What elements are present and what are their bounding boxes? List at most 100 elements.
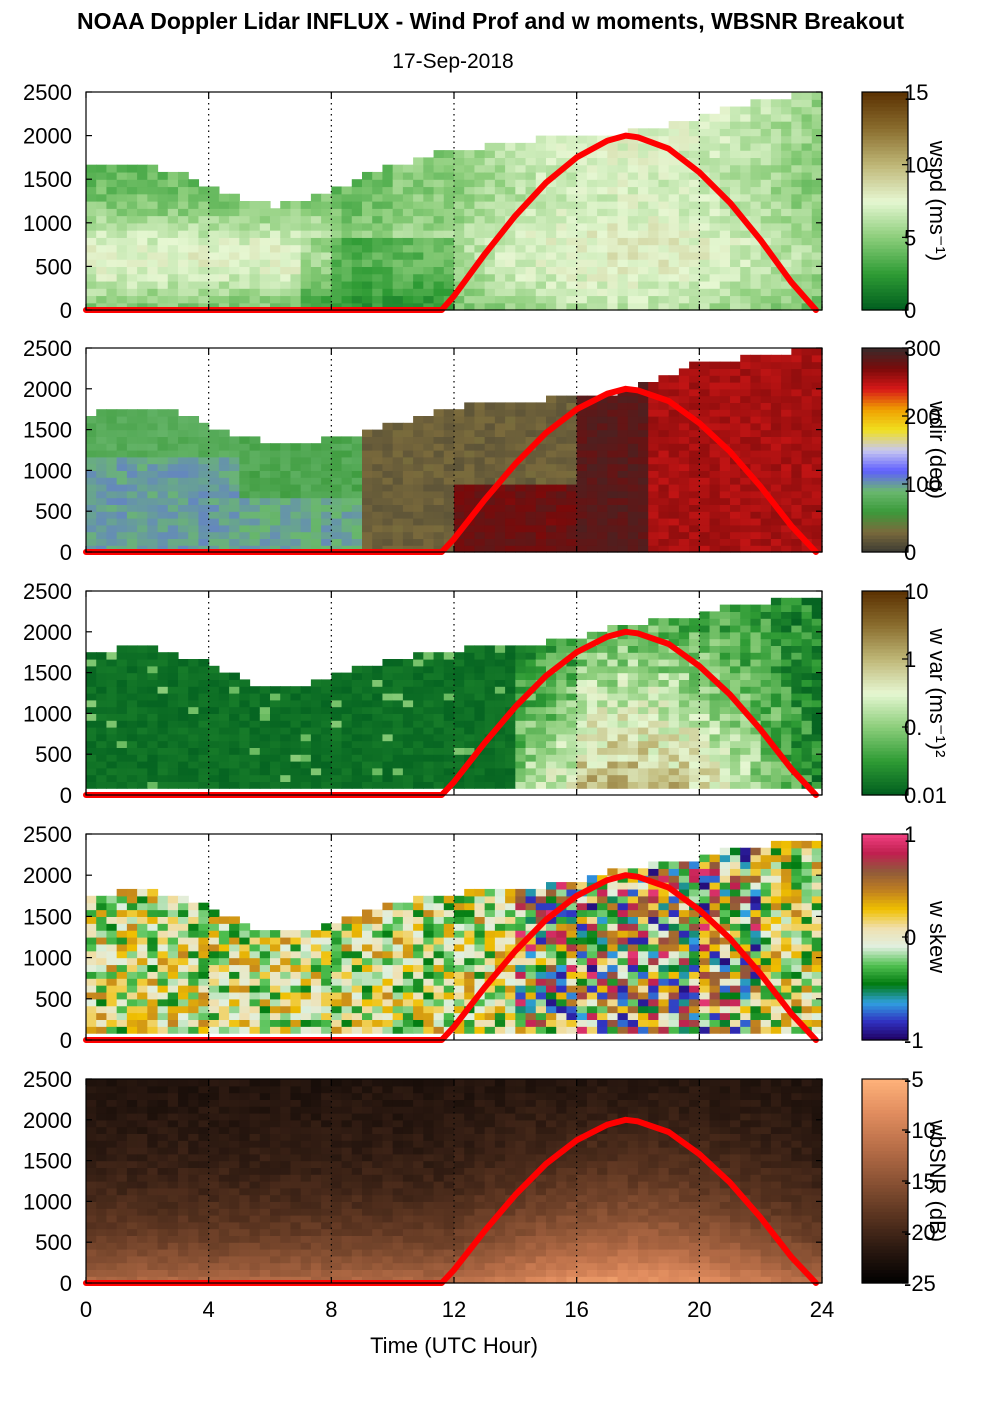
heatmap-cell [679, 295, 690, 303]
heatmap-cell [812, 121, 823, 129]
heatmap-cell [321, 720, 332, 727]
heatmap-cell [198, 707, 209, 714]
heatmap-cell [812, 443, 823, 450]
heatmap-cell [556, 252, 567, 260]
heatmap-cell [689, 679, 700, 686]
heatmap-cell [658, 450, 669, 457]
heatmap-cell [812, 734, 823, 741]
heatmap-cell [526, 266, 537, 274]
heatmap-cell [321, 734, 332, 741]
heatmap-cell [669, 252, 680, 260]
heatmap-cell [761, 157, 772, 165]
heatmap-cell [178, 532, 189, 539]
heatmap-cell [423, 172, 434, 180]
heatmap-cell [474, 693, 485, 700]
heatmap-cell [188, 223, 199, 231]
heatmap-cell [791, 720, 802, 727]
heatmap-cell [658, 157, 669, 165]
heatmap-cell [434, 281, 445, 289]
heatmap-cell [96, 201, 107, 209]
heatmap-cell [536, 532, 547, 539]
heatmap-cell [577, 281, 588, 289]
heatmap-cell [321, 713, 332, 720]
heatmap-cell [526, 781, 537, 788]
heatmap-cell [791, 470, 802, 477]
heatmap-cell [577, 230, 588, 238]
heatmap-cell [229, 450, 240, 457]
heatmap-cell [607, 693, 618, 700]
heatmap-cell [423, 498, 434, 505]
heatmap-cell [771, 216, 782, 224]
heatmap-cell [106, 464, 117, 471]
colorbar-segment [862, 292, 908, 296]
heatmap-cell [791, 673, 802, 680]
heatmap-cell [577, 775, 588, 782]
heatmap-cell [372, 443, 383, 450]
heatmap-cell [710, 295, 721, 303]
heatmap-cell [546, 504, 557, 511]
heatmap-cell [515, 511, 526, 518]
heatmap-cell [802, 157, 813, 165]
heatmap-cell [781, 464, 792, 471]
heatmap-cell [239, 274, 250, 282]
heatmap-cell [812, 639, 823, 646]
heatmap-cell [812, 436, 823, 443]
heatmap-cell [597, 518, 608, 525]
heatmap-cell [321, 498, 332, 505]
heatmap-cell [331, 768, 342, 775]
heatmap-cell [761, 230, 772, 238]
heatmap-cell [669, 216, 680, 224]
heatmap-cell [710, 457, 721, 464]
heatmap-cell [127, 734, 138, 741]
heatmap-cell [740, 114, 751, 122]
heatmap-cell [648, 734, 659, 741]
heatmap-cell [413, 525, 424, 532]
heatmap-cell [444, 208, 455, 216]
heatmap-cell [321, 216, 332, 224]
heatmap-cell [106, 768, 117, 775]
heatmap-cell [802, 679, 813, 686]
heatmap-cell [587, 768, 598, 775]
heatmap-cell [812, 761, 823, 768]
heatmap-cell [127, 230, 138, 238]
heatmap-cell [546, 136, 557, 144]
heatmap-cell [761, 713, 772, 720]
heatmap-cell [546, 741, 557, 748]
heatmap-cell [158, 781, 169, 788]
heatmap-cell [219, 781, 230, 788]
colorbar-segment [862, 125, 908, 129]
heatmap-cell [658, 230, 669, 238]
heatmap-cell [239, 707, 250, 714]
heatmap-cell [106, 673, 117, 680]
heatmap-cell [464, 781, 475, 788]
heatmap-cell [290, 700, 301, 707]
heatmap-cell [546, 639, 557, 646]
heatmap-cell [566, 237, 577, 245]
heatmap-cell [802, 518, 813, 525]
heatmap-cell [607, 281, 618, 289]
heatmap-cell [720, 652, 731, 659]
heatmap-cell [485, 430, 496, 437]
heatmap-cell [454, 659, 465, 666]
heatmap-cell [96, 518, 107, 525]
heatmap-cell [239, 504, 250, 511]
heatmap-cell [178, 443, 189, 450]
heatmap-cell [280, 700, 291, 707]
heatmap-cell [311, 237, 322, 245]
heatmap-cell [536, 143, 547, 151]
heatmap-cell [607, 741, 618, 748]
heatmap-cell [607, 484, 618, 491]
heatmap-cell [147, 781, 158, 788]
heatmap-cell [474, 150, 485, 158]
heatmap-cell [137, 659, 148, 666]
heatmap-cell [505, 172, 516, 180]
heatmap-cell [372, 208, 383, 216]
heatmap-cell [198, 775, 209, 782]
heatmap-cell [577, 532, 588, 539]
heatmap-cell [485, 208, 496, 216]
heatmap-cell [730, 673, 741, 680]
heatmap-cell [730, 423, 741, 430]
heatmap-cell [526, 673, 537, 680]
heatmap-cell [638, 679, 649, 686]
heatmap-cell [505, 143, 516, 151]
